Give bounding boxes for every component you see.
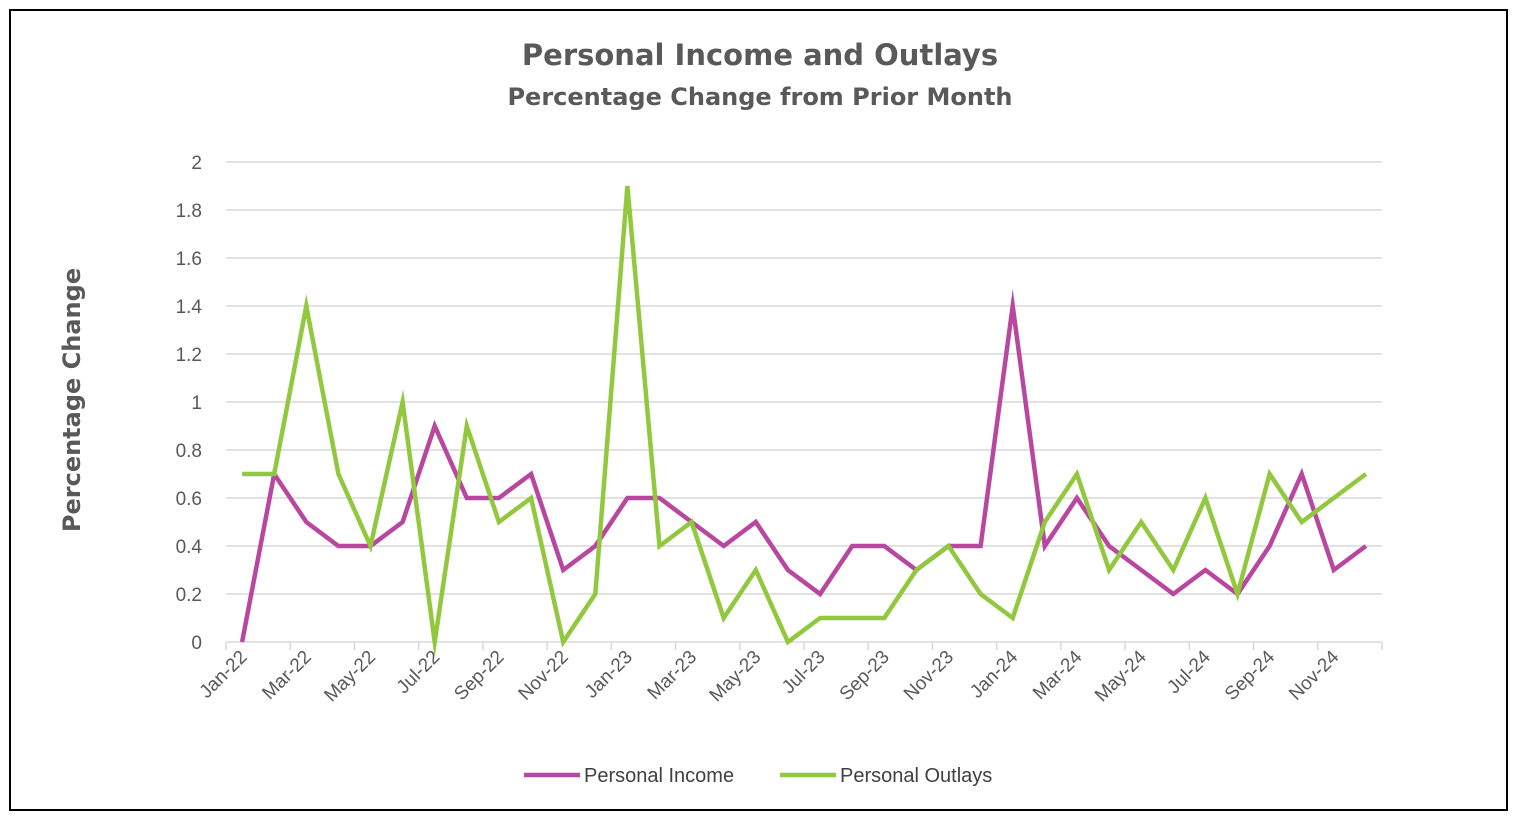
chart-frame: [9, 9, 1508, 811]
x-tick-label: Jan-24: [966, 646, 1022, 702]
x-tick-label: Jan-22: [196, 647, 252, 703]
x-tick-label: Jul-22: [393, 647, 444, 698]
x-tick-label: Jan-23: [581, 647, 637, 703]
x-tick-label: Nov-24: [1285, 646, 1343, 704]
y-tick-label: 0.6: [176, 489, 202, 510]
chart-subtitle: Percentage Change from Prior Month: [507, 83, 1012, 111]
legend: Personal Income Personal Outlays: [524, 765, 992, 787]
y-tick-label: 1.6: [176, 249, 202, 270]
y-tick-label: 0: [191, 633, 202, 654]
x-tick-label: May-24: [1091, 646, 1151, 706]
series-line-personal-income: [239, 289, 1368, 643]
chart-title: Personal Income and Outlays: [522, 38, 998, 72]
series-line-personal-outlays: [242, 185, 1368, 659]
x-tick-label: Jul-24: [1163, 646, 1215, 698]
x-tick-label: Nov-22: [515, 647, 573, 705]
x-tick-label: Mar-24: [1029, 646, 1087, 704]
x-tick-label: May-23: [706, 647, 766, 707]
gridlines: [226, 161, 1382, 595]
x-tick-label: Nov-23: [900, 647, 958, 705]
legend-label: Personal Income: [584, 765, 734, 787]
series-lines: [239, 185, 1368, 659]
y-tick-label: 1.8: [176, 201, 202, 222]
y-tick-label: 1: [191, 393, 202, 414]
y-axis-label: Percentage Change: [58, 268, 86, 532]
x-axis: Jan-22 Mar-22 May-22 Jul-22 Sep-22 Nov-22 Jan-…: [196, 641, 1383, 707]
legend-label: Personal Outlays: [840, 765, 992, 787]
x-tick-label: Sep-22: [450, 647, 508, 705]
x-tick-label: Mar-23: [644, 647, 701, 704]
y-tick-label: 1.4: [176, 297, 203, 318]
y-axis-ticks: 0 0.2 0.4 0.6 0.8 1 1.2 1.4 1.6 1.8 2: [176, 153, 203, 654]
x-tick-label: Sep-24: [1221, 646, 1279, 704]
y-tick-label: 0.4: [176, 537, 203, 558]
x-tick-label: Mar-22: [258, 647, 315, 704]
x-tick-label: Sep-23: [836, 647, 894, 705]
y-tick-label: 1.2: [176, 345, 202, 366]
y-tick-label: 2: [191, 153, 202, 174]
x-tick-label: Jul-23: [778, 647, 829, 698]
y-tick-label: 0.8: [176, 441, 202, 462]
x-tick-label: May-22: [320, 647, 380, 707]
y-tick-label: 0.2: [176, 585, 202, 606]
